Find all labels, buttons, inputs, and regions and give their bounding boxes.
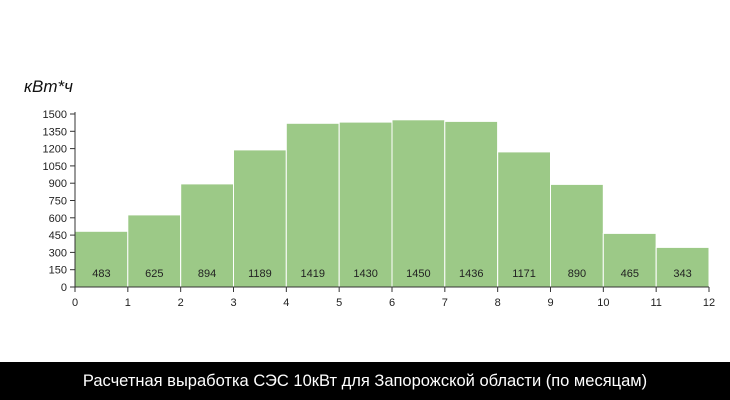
caption-text: Расчетная выработка СЭС 10кВт для Запоро… <box>82 371 648 390</box>
y-tick-label-1350: 1350 <box>43 126 67 138</box>
data-label-4: 1189 <box>248 268 272 280</box>
y-tick-label-450: 450 <box>49 230 67 242</box>
bar-6 <box>338 121 393 288</box>
data-label-8: 1436 <box>459 268 483 280</box>
bar-10 <box>550 183 604 288</box>
chart-svg: кВт*ч 483 625 894 1189 1419 1430 1450 1436 1171 8… <box>24 77 715 309</box>
y-tick-label-1050: 1050 <box>43 161 67 173</box>
caption-bar: Расчетная выработка СЭС 10кВт для Запоро… <box>0 362 730 400</box>
x-tick-label-5: 5 <box>336 297 342 309</box>
x-tick-label-0: 0 <box>72 297 78 309</box>
x-tick-label-4: 4 <box>283 297 289 309</box>
y-axis: 0 150 300 450 600 750 900 1050 1200 1350 1500 <box>43 109 76 294</box>
y-tick-label-0: 0 <box>61 282 67 294</box>
y-tick-label-750: 750 <box>49 196 67 208</box>
bar-7 <box>391 119 446 288</box>
x-tick-label-11: 11 <box>650 297 661 309</box>
bar-4 <box>233 149 287 288</box>
data-label-11: 465 <box>621 268 639 280</box>
data-label-1: 483 <box>92 268 110 280</box>
data-label-3: 894 <box>198 268 216 280</box>
y-tick-label-900: 900 <box>49 178 67 190</box>
bar-12 <box>655 246 710 288</box>
y-tick-label-600: 600 <box>49 213 67 225</box>
y-tick-label-300: 300 <box>49 247 67 259</box>
bars <box>74 119 710 288</box>
x-axis: 0 1 2 3 4 5 6 7 8 9 10 11 12 <box>72 286 715 309</box>
bar-2 <box>127 214 182 288</box>
x-tick-label-3: 3 <box>230 297 236 309</box>
data-label-7: 1450 <box>406 268 430 280</box>
x-tick-label-6: 6 <box>389 297 395 309</box>
chart: кВт*ч 483 625 894 1189 1419 1430 1450 1436 1171 8… <box>24 77 715 309</box>
x-tick-label-12: 12 <box>703 297 715 309</box>
bar-1 <box>74 230 129 288</box>
data-label-12: 343 <box>673 268 691 280</box>
x-tick-label-9: 9 <box>547 297 553 309</box>
x-tick-label-10: 10 <box>597 297 609 309</box>
data-label-9: 1171 <box>512 268 536 280</box>
x-tick-label-2: 2 <box>178 297 184 309</box>
y-tick-label-1200: 1200 <box>43 144 67 156</box>
data-label-10: 890 <box>568 268 586 280</box>
x-tick-label-7: 7 <box>442 297 448 309</box>
data-label-2: 625 <box>145 268 163 280</box>
bar-5 <box>285 122 340 288</box>
bar-9 <box>497 151 552 288</box>
bar-3 <box>180 183 234 288</box>
bar-8 <box>444 120 499 288</box>
y-tick-label-1500: 1500 <box>43 109 67 121</box>
data-label-5: 1419 <box>301 268 325 280</box>
y-axis-label: кВт*ч <box>24 77 73 96</box>
x-tick-label-1: 1 <box>125 297 131 309</box>
x-tick-label-8: 8 <box>495 297 501 309</box>
y-tick-label-150: 150 <box>49 265 67 277</box>
data-labels: 483 625 894 1189 1419 1430 1450 1436 1171 890 465 3… <box>92 268 692 280</box>
data-label-6: 1430 <box>353 268 377 280</box>
